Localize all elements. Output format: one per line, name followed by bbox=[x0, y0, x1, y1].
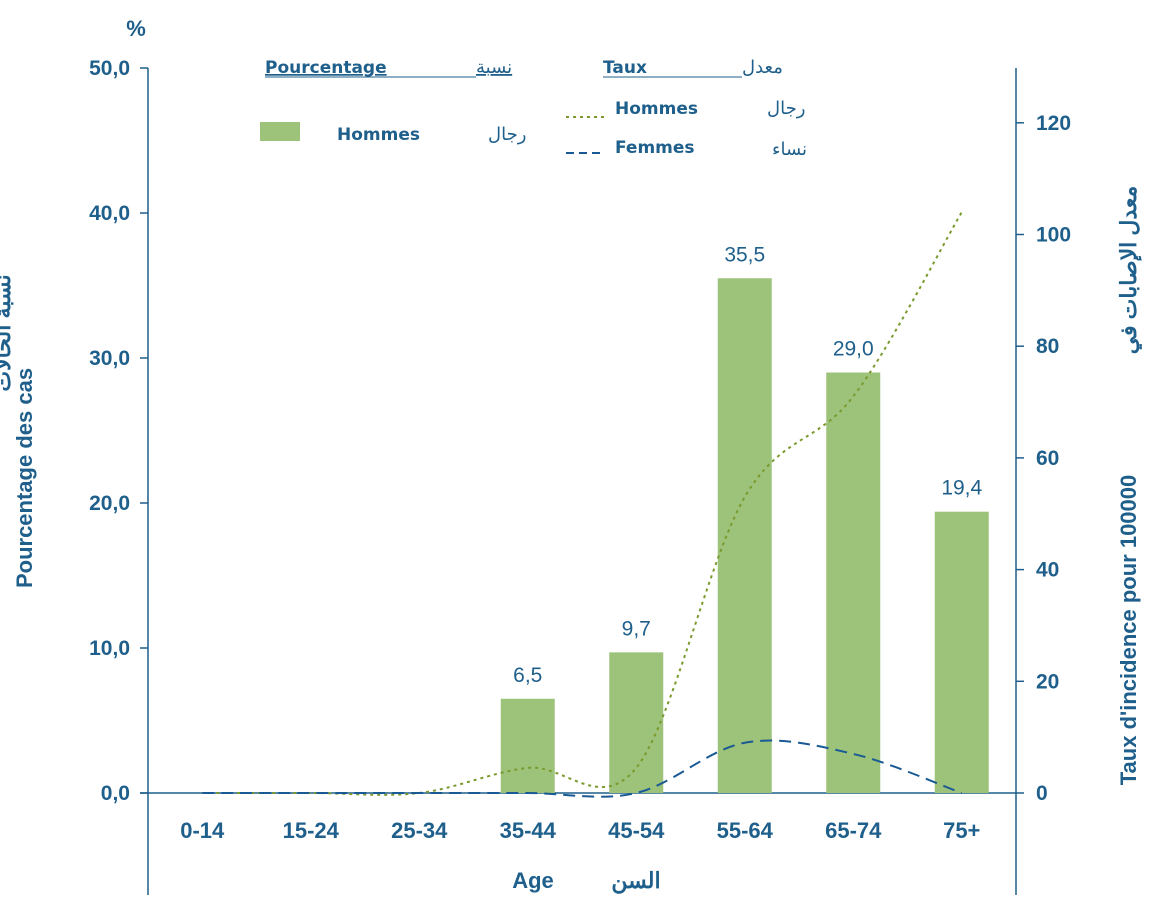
right-tick-label: 120 bbox=[1036, 112, 1071, 135]
right-tick-label: 0 bbox=[1036, 782, 1048, 805]
bar-value-label: 19,4 bbox=[941, 477, 982, 500]
bar bbox=[935, 512, 989, 793]
bar bbox=[501, 699, 555, 793]
x-axis-title-ar: السن bbox=[611, 868, 660, 894]
x-tick-label: 75+ bbox=[943, 818, 980, 843]
x-tick-label: 35-44 bbox=[500, 818, 557, 843]
bar bbox=[609, 652, 663, 793]
x-tick-label: 55-64 bbox=[717, 818, 774, 843]
legend-bar-label-ar: رجال bbox=[488, 124, 526, 145]
bar bbox=[826, 373, 880, 794]
legend-bar-swatch bbox=[260, 122, 300, 141]
right-tick-label: 100 bbox=[1036, 224, 1071, 247]
left-tick-label: 30,0 bbox=[89, 347, 130, 370]
legend-pct-header-fr: Pourcentage bbox=[265, 58, 387, 78]
legend-men-label-fr: Hommes bbox=[615, 99, 698, 119]
bar-series bbox=[501, 278, 989, 793]
right-axis-title-ar: معدل الإصابات في bbox=[1116, 186, 1143, 355]
legend-rate: Taux معدل Hommes رجال Femmes نساء bbox=[566, 57, 807, 160]
left-tick-label: 20,0 bbox=[89, 492, 130, 515]
legend-women-label-ar: نساء bbox=[772, 139, 807, 160]
bar-value-label: 29,0 bbox=[833, 338, 874, 361]
x-axis-title-fr: Age bbox=[512, 868, 554, 893]
bar-value-label: 35,5 bbox=[724, 243, 765, 266]
legend-women-label-fr: Femmes bbox=[615, 138, 695, 158]
legend-men-label-ar: رجال bbox=[767, 98, 805, 119]
legend-percentage: Pourcentage نسبة Hommes رجال bbox=[260, 57, 526, 145]
bar-value-label: 9,7 bbox=[622, 617, 651, 640]
left-tick-label: 10,0 bbox=[89, 637, 130, 660]
left-tick-label: 0,0 bbox=[101, 782, 130, 805]
left-axis-title-fr: Pourcentage des cas bbox=[12, 368, 37, 588]
legend-rate-header-fr: Taux bbox=[603, 58, 647, 78]
left-axis-unit: % bbox=[126, 16, 146, 41]
x-tick-label: 45-54 bbox=[608, 818, 665, 843]
right-tick-label: 40 bbox=[1036, 559, 1059, 582]
x-axis-tick-labels: 0-14 15-24 25-34 35-44 45-54 55-64 65-74 75+ bbox=[180, 818, 980, 843]
bar-value-label: 6,5 bbox=[513, 664, 542, 687]
right-tick-label: 20 bbox=[1036, 670, 1059, 693]
left-tick-label: 50,0 bbox=[89, 57, 130, 80]
x-tick-label: 65-74 bbox=[825, 818, 882, 843]
x-tick-label: 0-14 bbox=[180, 818, 225, 843]
right-tick-label: 80 bbox=[1036, 335, 1059, 358]
x-tick-label: 15-24 bbox=[283, 818, 340, 843]
left-tick-label: 40,0 bbox=[89, 202, 130, 225]
left-axis-title-ar: نسبة الحالات bbox=[0, 274, 15, 391]
right-axis-ticks: 0 20 40 60 80 100 120 bbox=[1016, 112, 1071, 805]
right-axis-title-fr: Taux d'incidence pour 100000 bbox=[1116, 475, 1141, 786]
legend-rate-header-ar: معدل bbox=[742, 57, 783, 78]
left-axis-ticks: 0,0 10,0 20,0 30,0 40,0 50,0 bbox=[89, 57, 148, 805]
right-tick-label: 60 bbox=[1036, 447, 1059, 470]
legend-pct-header-ar: نسبة bbox=[476, 57, 512, 78]
legend-bar-label-fr: Hommes bbox=[337, 125, 420, 145]
x-tick-label: 25-34 bbox=[391, 818, 448, 843]
